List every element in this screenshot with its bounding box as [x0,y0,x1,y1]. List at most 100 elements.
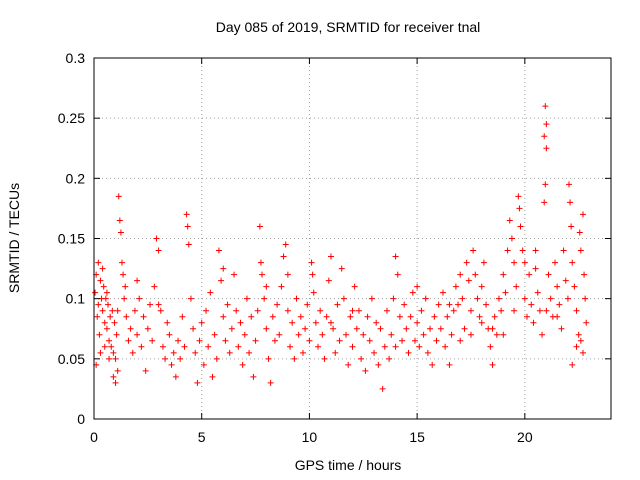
data-point [463,259,470,266]
data-point [495,295,502,302]
data-point [114,307,121,314]
data-point [429,361,436,368]
x-tick-label: 5 [198,429,206,445]
data-point [297,313,304,320]
data-point [289,319,296,326]
data-point [203,307,210,314]
data-point [194,379,201,386]
data-point [103,289,110,296]
data-point [168,361,175,368]
data-point [383,307,390,314]
data-point [368,295,375,302]
data-point [134,331,141,338]
data-point [526,271,533,278]
data-point [309,271,316,278]
data-point [498,307,505,314]
data-point [209,373,216,380]
data-point [521,295,528,302]
data-point [489,325,496,332]
data-point [392,343,399,350]
data-point [109,307,116,314]
x-axis-label: GPS time / hours [295,457,402,473]
data-point [110,373,117,380]
data-point [306,337,313,344]
data-point [564,295,571,302]
data-point [547,295,554,302]
data-point [252,337,259,344]
data-point [155,247,162,254]
data-point [575,331,582,338]
data-point [516,205,523,212]
data-point [565,181,572,188]
data-point [138,343,145,350]
data-point [521,259,528,266]
data-point [107,313,114,320]
data-point [243,295,250,302]
data-point [164,319,171,326]
data-point [299,349,306,356]
data-point [254,307,261,314]
data-point [414,283,421,290]
data-point [332,349,339,356]
data-point [536,307,543,314]
data-point [147,301,154,308]
data-point [315,343,322,350]
data-point [457,271,464,278]
data-point [528,301,535,308]
data-point [420,331,427,338]
data-point [396,313,403,320]
data-point [100,283,107,290]
data-point [172,373,179,380]
data-point [110,349,117,356]
data-point [261,295,268,302]
data-point [467,307,474,314]
data-point [323,313,330,320]
data-point [237,319,244,326]
data-point [532,247,539,254]
data-point [427,325,434,332]
data-point [94,313,101,320]
data-point [267,379,274,386]
y-tick-label: 0.3 [66,50,86,66]
data-point [392,253,399,260]
data-point [142,367,149,374]
data-point [108,343,115,350]
data-point [409,289,416,296]
data-point [349,343,356,350]
data-point [583,319,590,326]
data-point [192,349,199,356]
data-point [187,295,194,302]
data-point [175,337,182,344]
data-point [162,355,169,362]
data-point [405,349,412,356]
data-point [465,277,472,284]
data-point [560,247,567,254]
data-point [573,307,580,314]
data-point [226,349,233,356]
data-point [278,283,285,290]
data-point [235,343,242,350]
data-point [259,271,266,278]
data-point [364,313,371,320]
data-point [551,259,558,266]
data-point [407,313,414,320]
data-point [444,313,451,320]
data-point [446,301,453,308]
data-point [448,331,455,338]
data-point [310,289,317,296]
data-point [102,295,109,302]
data-point [308,259,315,266]
data-point [576,229,583,236]
data-point [435,301,442,308]
data-point [542,181,549,188]
data-point [418,307,425,314]
data-point [97,349,104,356]
data-point [351,283,358,290]
data-point [151,283,158,290]
data-point [353,325,360,332]
data-point [545,271,552,278]
data-point [377,325,384,332]
data-point [437,325,444,332]
data-point [411,337,418,344]
